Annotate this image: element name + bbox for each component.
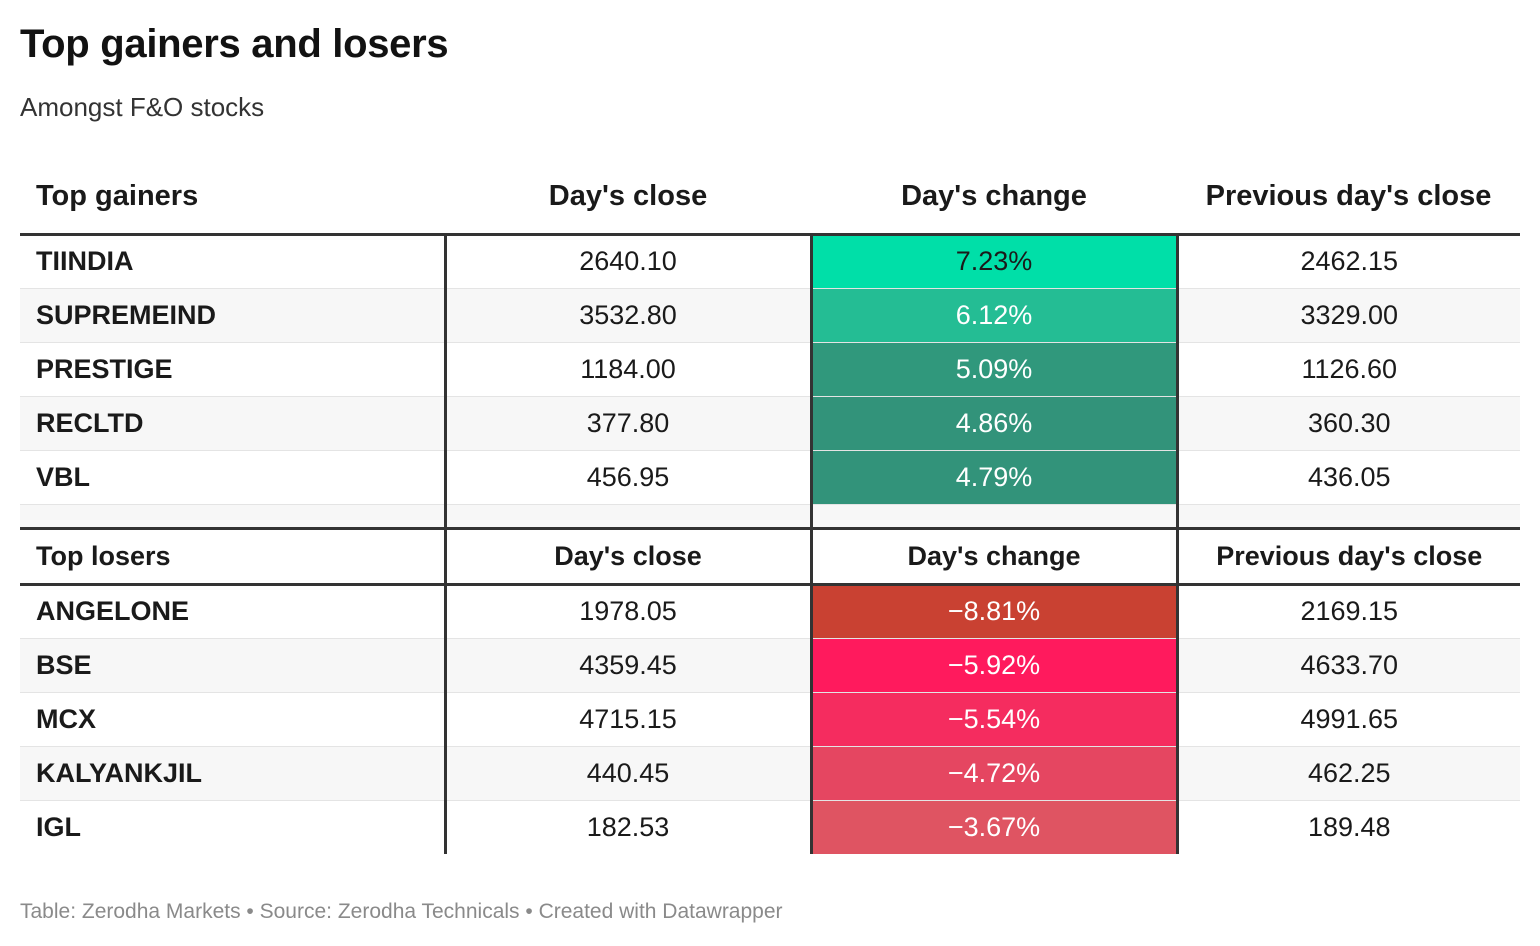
header-days-change[interactable]: Day's change	[811, 160, 1177, 236]
table-row: SUPREMEIND 3532.80 6.12% 3329.00	[20, 288, 1520, 343]
previous-close-cell: 360.30	[1175, 396, 1520, 451]
days-change-cell: −8.81%	[809, 584, 1177, 639]
gainers-losers-table: Top gainers Day's close Day's change Pre…	[20, 160, 1520, 854]
days-change-cell: −4.72%	[809, 746, 1177, 801]
header-top-losers: Top losers	[20, 528, 445, 586]
previous-close-cell: 4633.70	[1175, 638, 1520, 693]
spacer-cell	[20, 504, 445, 530]
losers-header-row: Top losers Day's close Day's change Previou…	[20, 528, 1520, 586]
table-row: MCX 4715.15 −5.54% 4991.65	[20, 692, 1520, 747]
days-close-cell: 3532.80	[443, 288, 811, 343]
table-row: PRESTIGE 1184.00 5.09% 1126.60	[20, 342, 1520, 397]
stock-name: KALYANKJIL	[20, 746, 445, 801]
stock-name: SUPREMEIND	[20, 288, 445, 343]
header-days-change: Day's change	[809, 528, 1177, 586]
days-change-cell: 7.23%	[809, 234, 1177, 289]
spacer-cell	[1175, 504, 1520, 530]
header-previous-close: Previous day's close	[1175, 528, 1520, 586]
days-change-cell: 5.09%	[809, 342, 1177, 397]
stock-name: RECLTD	[20, 396, 445, 451]
days-close-cell: 456.95	[443, 450, 811, 505]
stock-name: PRESTIGE	[20, 342, 445, 397]
days-close-cell: 440.45	[443, 746, 811, 801]
days-close-cell: 377.80	[443, 396, 811, 451]
days-change-cell: −5.54%	[809, 692, 1177, 747]
days-close-cell: 1184.00	[443, 342, 811, 397]
previous-close-cell: 4991.65	[1175, 692, 1520, 747]
days-close-cell: 4715.15	[443, 692, 811, 747]
section-spacer	[20, 504, 1520, 530]
previous-close-cell: 189.48	[1175, 800, 1520, 854]
header-days-close: Day's close	[443, 528, 811, 586]
previous-close-cell: 462.25	[1175, 746, 1520, 801]
days-close-cell: 1978.05	[443, 584, 811, 639]
table-row: ANGELONE 1978.05 −8.81% 2169.15	[20, 584, 1520, 639]
days-change-cell: −3.67%	[809, 800, 1177, 854]
table-row: IGL 182.53 −3.67% 189.48	[20, 800, 1520, 854]
table-row: KALYANKJIL 440.45 −4.72% 462.25	[20, 746, 1520, 801]
source-footer: Table: Zerodha Markets • Source: Zerodha…	[20, 900, 783, 923]
header-previous-close[interactable]: Previous day's close	[1177, 160, 1520, 236]
stock-name: BSE	[20, 638, 445, 693]
header-days-close[interactable]: Day's close	[445, 160, 811, 236]
gainers-header-row: Top gainers Day's close Day's change Pre…	[20, 160, 1520, 236]
header-top-gainers[interactable]: Top gainers	[20, 160, 445, 236]
days-close-cell: 2640.10	[443, 234, 811, 289]
stock-name: MCX	[20, 692, 445, 747]
days-change-cell: −5.92%	[809, 638, 1177, 693]
chart-subtitle: Amongst F&O stocks	[20, 92, 265, 122]
table-row: VBL 456.95 4.79% 436.05	[20, 450, 1520, 505]
days-close-cell: 182.53	[443, 800, 811, 854]
stock-name: VBL	[20, 450, 445, 505]
spacer-cell	[443, 504, 811, 530]
stock-name: ANGELONE	[20, 584, 445, 639]
table-row: BSE 4359.45 −5.92% 4633.70	[20, 638, 1520, 693]
stock-name: TIINDIA	[20, 234, 445, 289]
previous-close-cell: 2169.15	[1175, 584, 1520, 639]
days-close-cell: 4359.45	[443, 638, 811, 693]
chart-title: Top gainers and losers	[20, 22, 449, 66]
previous-close-cell: 436.05	[1175, 450, 1520, 505]
days-change-cell: 4.79%	[809, 450, 1177, 505]
previous-close-cell: 3329.00	[1175, 288, 1520, 343]
table-row: TIINDIA 2640.10 7.23% 2462.15	[20, 234, 1520, 289]
spacer-cell	[809, 504, 1177, 530]
previous-close-cell: 2462.15	[1175, 234, 1520, 289]
previous-close-cell: 1126.60	[1175, 342, 1520, 397]
gainers-losers-table-container: Top gainers Day's close Day's change Pre…	[20, 160, 1520, 854]
table-body: TIINDIA 2640.10 7.23% 2462.15 SUPREMEIND 3532…	[20, 234, 1520, 854]
days-change-cell: 4.86%	[809, 396, 1177, 451]
days-change-cell: 6.12%	[809, 288, 1177, 343]
table-row: RECLTD 377.80 4.86% 360.30	[20, 396, 1520, 451]
stock-name: IGL	[36, 811, 81, 842]
